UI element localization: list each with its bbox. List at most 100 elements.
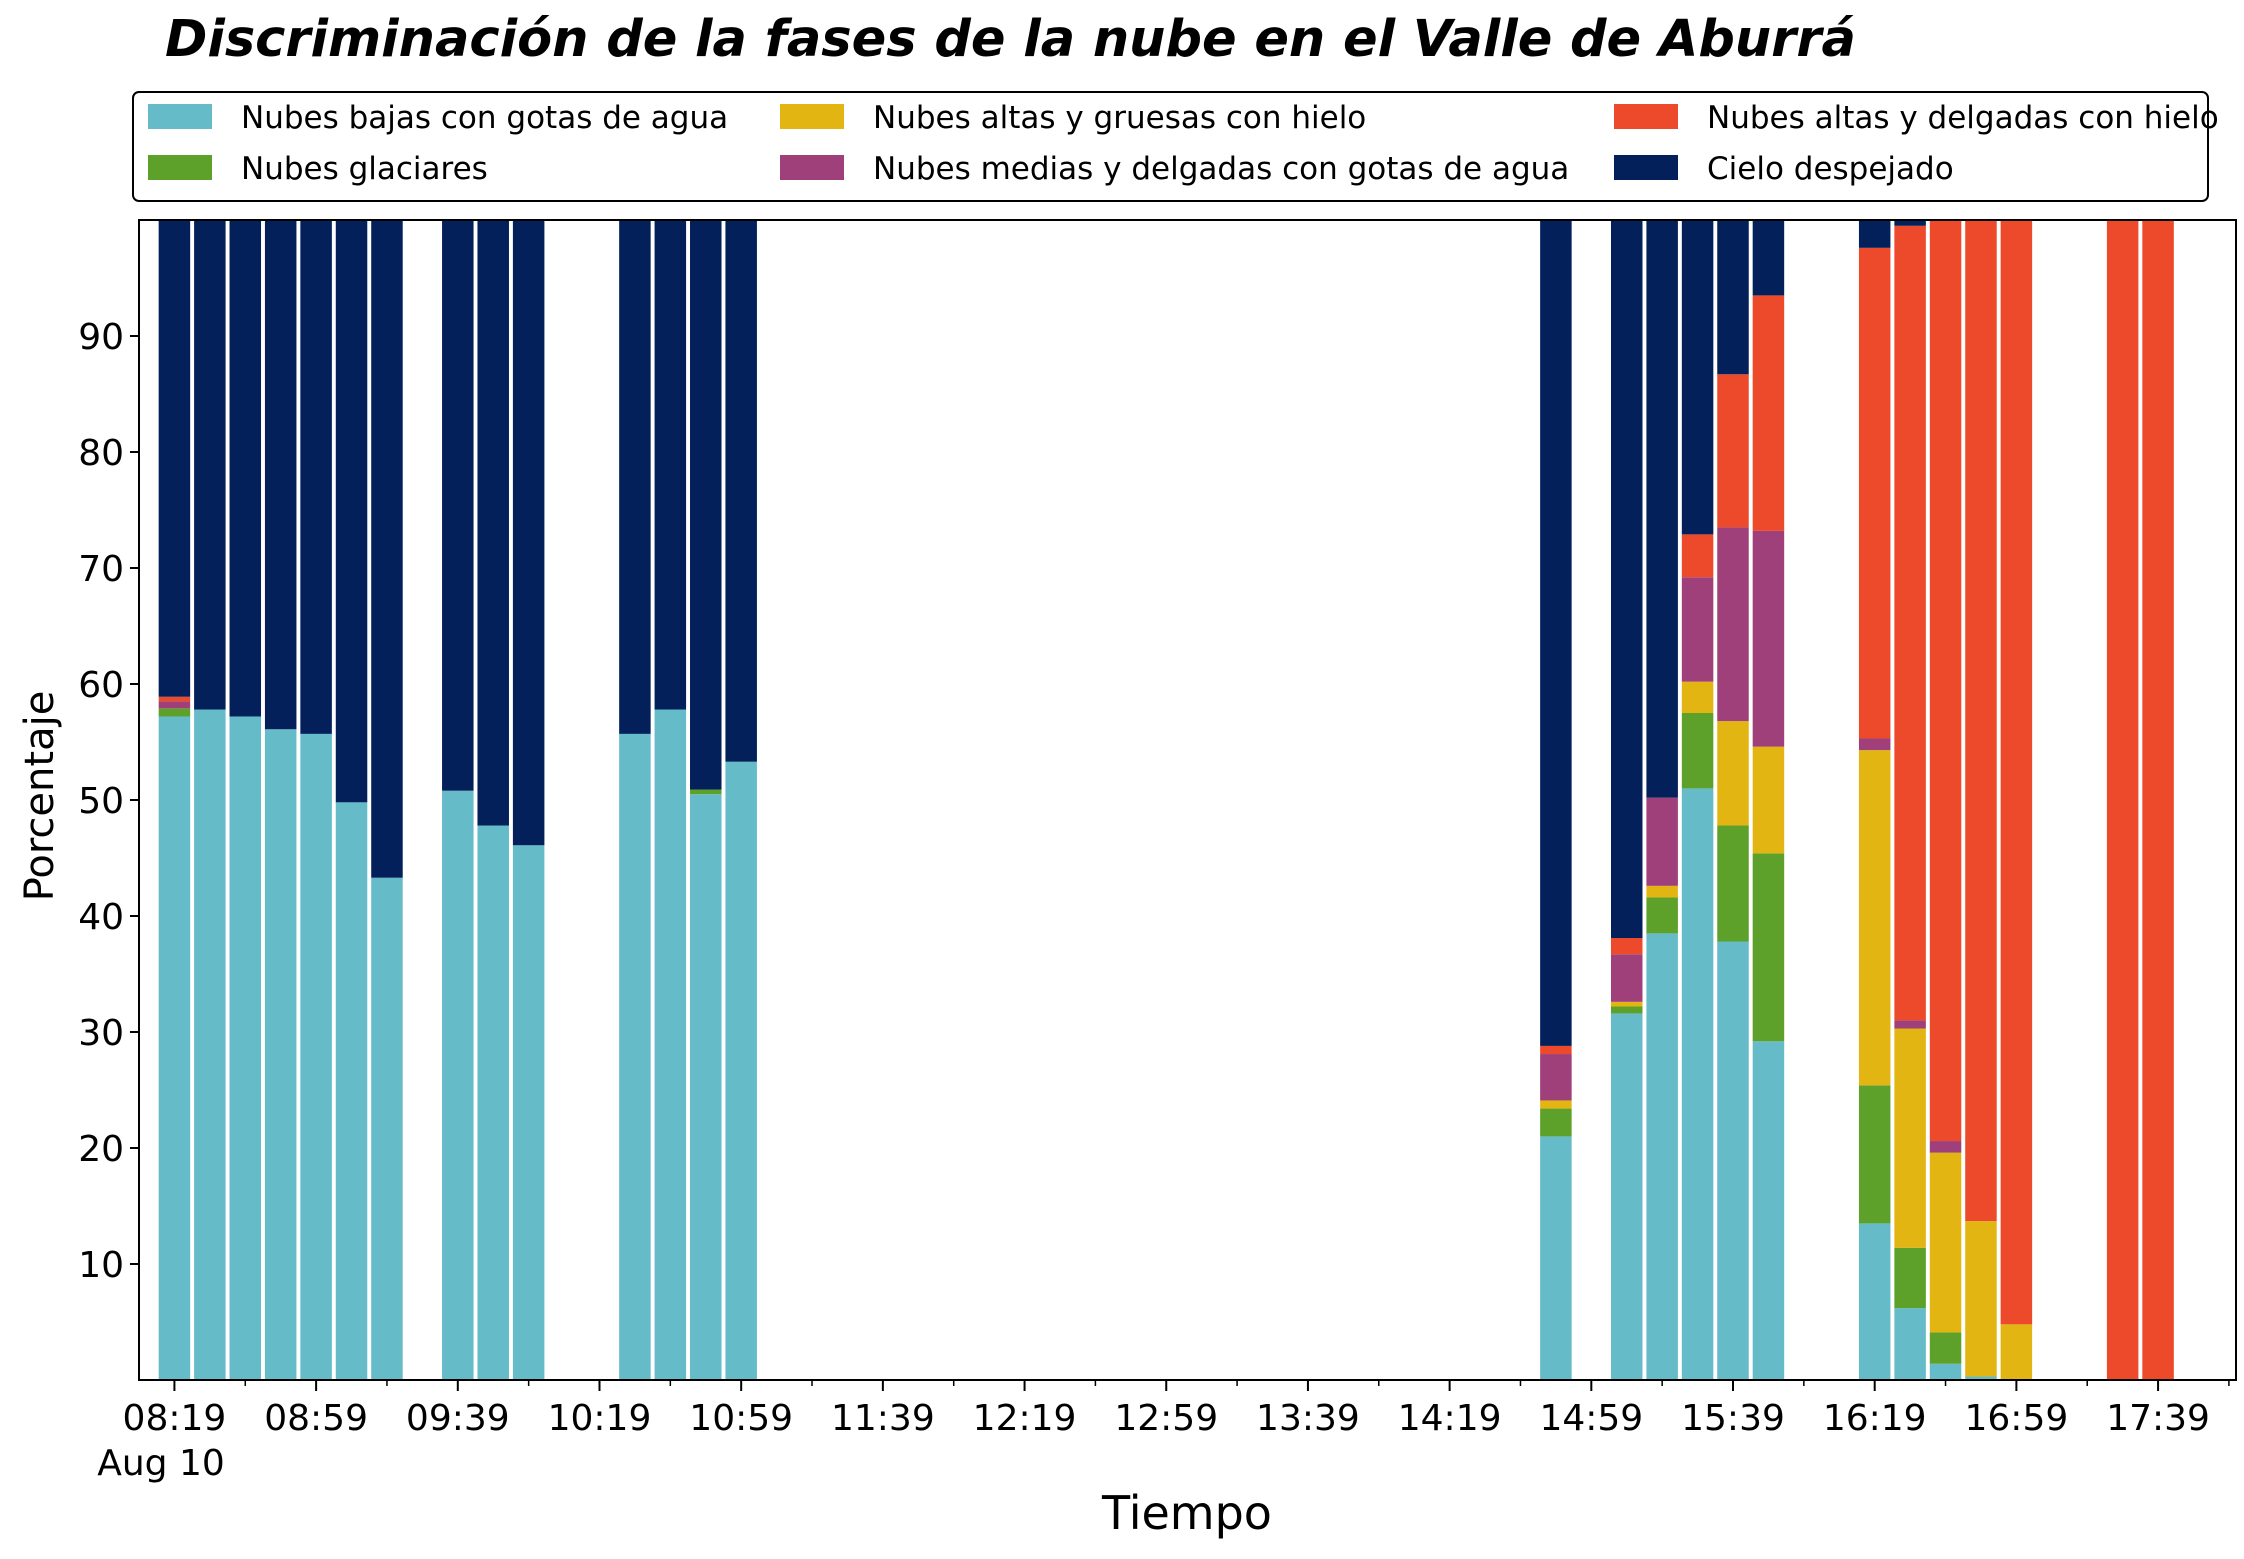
bar-segment [690, 789, 722, 795]
bar-segment [1894, 1308, 1926, 1380]
bar-segment [1610, 1006, 1643, 1014]
x-tick-label: 10:19 [548, 1398, 652, 1439]
bar-segment [194, 709, 226, 1380]
bar-segment [1894, 1028, 1926, 1248]
bar-segment [1717, 825, 1749, 942]
bar-segment [1894, 1247, 1926, 1309]
bar-segment [264, 729, 297, 1380]
bar-segment [194, 220, 226, 710]
x-axis-date-label: Aug 10 [97, 1443, 225, 1484]
x-tick-label: 16:19 [1823, 1398, 1927, 1439]
bar-segment [2000, 220, 2033, 1325]
legend-label: Cielo despejado [1707, 151, 1954, 187]
bar-segment [1752, 530, 1785, 747]
bar-segment [371, 877, 403, 1380]
legend-swatch [148, 155, 212, 180]
y-tick-label: 90 [78, 317, 124, 358]
y-tick-label: 70 [78, 549, 124, 590]
bar-segment [1858, 220, 1891, 248]
bar-segment [1681, 681, 1714, 713]
bar-segment [1646, 220, 1678, 798]
bar-segment [690, 794, 722, 1380]
bar-segment [2000, 1324, 2033, 1380]
bar-segment [1610, 954, 1643, 1002]
legend-swatch [1614, 104, 1678, 129]
x-tick-label: 15:39 [1681, 1398, 1785, 1439]
chart-title: Discriminación de la fases de la nube en… [165, 10, 1856, 69]
bar-segment [619, 733, 651, 1380]
x-axis-label: Tiempo [1101, 1486, 1272, 1540]
legend-label: Nubes glaciares [241, 151, 488, 187]
bar-segment [1752, 295, 1785, 531]
bar-segment [158, 701, 191, 709]
bar-segment [1540, 1100, 1572, 1109]
bar-segment [2142, 220, 2174, 1380]
bar-segment [1646, 885, 1678, 898]
x-tick-label: 12:19 [973, 1398, 1077, 1439]
legend-label: Nubes altas y delgadas con hielo [1707, 100, 2219, 136]
legend-frame [132, 91, 2209, 202]
x-tick-label: 09:39 [406, 1398, 510, 1439]
bar-segment [1610, 1001, 1643, 1007]
y-axis-label: Porcentaje [17, 691, 63, 902]
bar-segment [1858, 1085, 1891, 1224]
legend-label: Nubes bajas con gotas de agua [241, 100, 728, 136]
bar-segment [1717, 721, 1749, 826]
bar-segment [1681, 713, 1714, 789]
y-tick-label: 10 [78, 1245, 124, 1286]
bar-segment [654, 220, 687, 710]
bar-segment [1894, 225, 1926, 1021]
x-tick-label: 14:59 [1539, 1398, 1643, 1439]
legend: Nubes bajas con gotas de agua Nubes glaci… [132, 91, 2219, 202]
bar-segment [1858, 750, 1891, 1086]
y-tick-label: 30 [78, 1013, 124, 1054]
bar-segment [1752, 746, 1785, 854]
bar-segment [1646, 797, 1678, 886]
bar-segment [1540, 1045, 1572, 1055]
bar-segment [1752, 853, 1785, 1042]
x-tick-label: 16:59 [1965, 1398, 2069, 1439]
bar-segment [1610, 938, 1643, 955]
bar-segment [2106, 220, 2139, 1380]
x-tick-label: 08:59 [264, 1398, 368, 1439]
bar-segment [1894, 220, 1926, 226]
bar-segment [512, 845, 545, 1380]
bar-segment [1929, 1363, 1962, 1380]
bar-segment [229, 716, 262, 1380]
x-tick-label: 08:19 [123, 1398, 227, 1439]
bar-segment [158, 696, 191, 702]
bar-segment [1858, 738, 1891, 751]
x-tick-label: 13:39 [1256, 1398, 1360, 1439]
bar-segment [1610, 220, 1643, 939]
bar-segment [690, 220, 722, 790]
bar-segment [300, 220, 332, 734]
y-tick-label: 80 [78, 433, 124, 474]
y-tick-label: 60 [78, 665, 124, 706]
bar-segment [158, 220, 191, 697]
legend-label: Nubes altas y gruesas con hielo [873, 100, 1366, 136]
legend-swatch [780, 155, 844, 180]
bar-segment [1717, 527, 1749, 722]
bar-segment [1929, 1141, 1962, 1153]
y-tick-label: 40 [78, 897, 124, 938]
x-tick-label: 10:59 [689, 1398, 793, 1439]
x-tick-label: 17:39 [2106, 1398, 2210, 1439]
y-tick-label: 50 [78, 781, 124, 822]
bar-segment [1681, 220, 1714, 535]
bar-segment [1929, 220, 1962, 1142]
bar-segment [512, 220, 545, 846]
bar-segment [1752, 220, 1785, 296]
plot-area: 10 20 30 40 50 60 70 80 90 08:19 08:59 09:39 10:19 10… [78, 219, 2237, 1439]
bar-segment [1752, 1041, 1785, 1380]
bar-segment [1858, 247, 1891, 739]
bar-segment [1717, 941, 1749, 1380]
x-tick-label: 12:59 [1114, 1398, 1218, 1439]
bar-segment [1717, 220, 1749, 375]
bar-segment [335, 802, 368, 1380]
bar-segment [442, 220, 474, 791]
bar-segment [1681, 577, 1714, 682]
bar-segment [1894, 1020, 1926, 1029]
y-tick-label: 20 [78, 1129, 124, 1170]
bar-segment [300, 733, 332, 1380]
